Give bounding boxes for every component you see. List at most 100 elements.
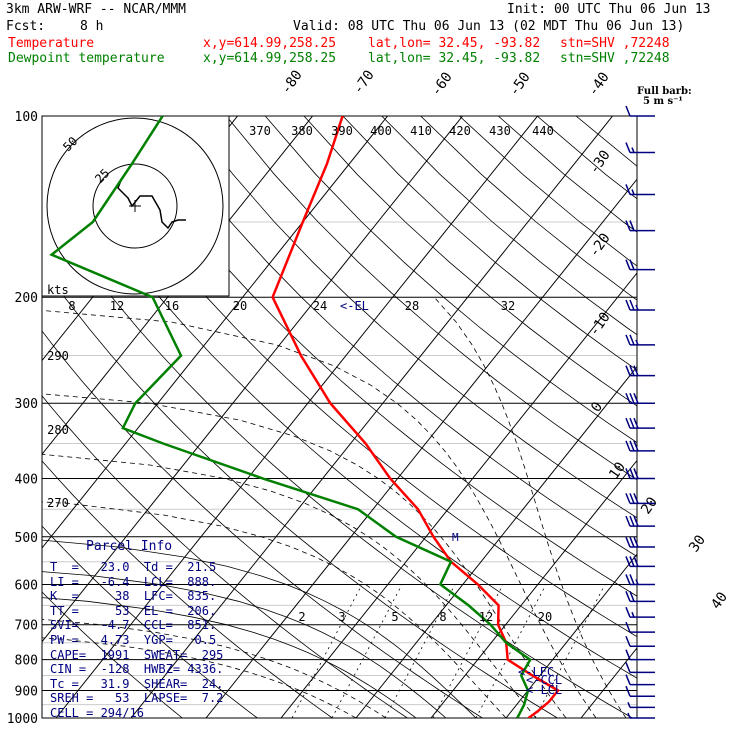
- parcel-row: TT = 53 EL = 206.: [50, 604, 216, 619]
- dry-adiabat: [42, 525, 258, 718]
- speed-tick-label: 32: [501, 299, 515, 313]
- wind-barb-flag: [629, 259, 635, 270]
- dry-adiabat: [42, 265, 558, 718]
- dewpoint-legend-latlon: lat,lon= 32.45, -93.82: [368, 52, 540, 65]
- skew-t-grid: [0, 116, 740, 718]
- dry-adiabat: [42, 330, 483, 718]
- moist-adiabat: [42, 393, 567, 718]
- temperature-legend-latlon: lat,lon= 32.45, -93.82: [368, 37, 540, 50]
- isotherm-label: -10: [586, 309, 614, 339]
- parcel-row: K = 38 LFC= 835.: [50, 589, 216, 604]
- wind-barb-flag: [625, 184, 631, 195]
- wind-barb-flag: [629, 556, 635, 567]
- wind-barb-flag: [629, 392, 635, 404]
- valid-time: Valid: 08 UTC Thu 06 Jun 13 (02 MDT Thu …: [293, 20, 684, 33]
- el-annotation: <-EL: [340, 299, 369, 313]
- wind-barb-half: [635, 304, 639, 311]
- theta-label: 400: [370, 124, 392, 138]
- mixing-ratio-label: 5: [391, 610, 398, 624]
- speed-tick-label: 16: [165, 299, 179, 313]
- hodograph-trace: [117, 177, 186, 230]
- wind-barb: [625, 621, 655, 633]
- theta-label: 380: [291, 124, 313, 138]
- isotherm: [42, 116, 313, 456]
- isotherm-label: -50: [506, 69, 534, 99]
- parcel-row: T = 23.0 Td = 21.5: [50, 560, 216, 575]
- isotherm: [42, 116, 388, 549]
- parcel-row: CAPE= 1991 SWEAT= 295: [50, 648, 223, 663]
- wind-barb: [625, 591, 655, 603]
- wind-barb-flag: [629, 468, 635, 479]
- ccl-annotation: <-CCL: [526, 673, 562, 687]
- pressure-label: 300: [15, 397, 38, 412]
- dry-adiabat: [498, 116, 637, 233]
- temperature-legend-station: stn=SHV ,72248: [560, 37, 670, 50]
- wind-barb: [625, 574, 655, 586]
- mixing-ratio-label: 3: [338, 610, 345, 624]
- dry-adiabat: [225, 116, 637, 481]
- isotherm: [0, 116, 13, 718]
- wind-barb: [625, 220, 655, 232]
- theta-label: 430: [489, 124, 511, 138]
- isotherm-label: -70: [350, 67, 378, 97]
- wind-barb-flag: [629, 299, 635, 311]
- wind-barb-flag: [633, 365, 639, 376]
- dewpoint-legend-label: Dewpoint temperature: [8, 52, 165, 65]
- dry-adiabat: [42, 198, 633, 718]
- wind-barb: [625, 635, 655, 647]
- speed-tick-label: 12: [110, 299, 124, 313]
- isotherm-label: -40: [585, 69, 613, 99]
- pressure-label: 200: [15, 291, 38, 306]
- isotherm: [731, 116, 740, 718]
- hodograph-ring: [92, 163, 178, 249]
- theta-label-left: 270: [47, 496, 69, 510]
- mixing-ratio-line: [291, 584, 363, 718]
- wind-barb-flag: [625, 220, 631, 231]
- wind-barb: [625, 105, 655, 117]
- mixing-ratio-line: [331, 584, 403, 718]
- wind-barb-flag: [625, 440, 631, 452]
- dry-adiabat: [264, 116, 637, 444]
- moist-adiabat: [42, 453, 537, 718]
- dry-adiabat: [148, 116, 637, 557]
- dry-adiabat: [42, 591, 183, 718]
- wind-barb-flag: [629, 591, 635, 602]
- wind-barb-half: [635, 339, 639, 346]
- mixing-ratio-label: 12: [479, 610, 493, 624]
- wind-barb-flag: [629, 220, 635, 231]
- hodograph-ring: [46, 117, 224, 295]
- theta-label: 370: [249, 124, 271, 138]
- wind-barb: [625, 649, 655, 661]
- isotherm: [55, 116, 538, 718]
- isotherm: [280, 272, 637, 718]
- theta-label: 440: [532, 124, 554, 138]
- isotherm-label: -60: [428, 69, 456, 99]
- wind-barb: [625, 606, 655, 618]
- isotherm: [430, 459, 637, 718]
- isotherm-label: 40: [708, 589, 731, 612]
- wind-barb-flag: [625, 299, 631, 311]
- parcel-row: SREH = 53 LAPSE= 7.2: [50, 691, 223, 706]
- wind-barb-flag: [625, 649, 631, 660]
- wind-barb-flag: [629, 574, 635, 585]
- temperature-legend-label: Temperature: [8, 37, 94, 50]
- moist-adiabat: [42, 501, 507, 718]
- wind-barb-flag: [625, 417, 631, 429]
- mixing-ratio-line: [432, 584, 504, 718]
- isotherm-label: 0: [588, 399, 606, 415]
- wind-barb-flag: [629, 515, 635, 527]
- wind-barb-flag: [633, 536, 639, 548]
- wind-barb: [625, 440, 655, 452]
- moist-adiabat: [42, 310, 597, 718]
- wind-barb-flag: [625, 536, 631, 548]
- wind-barb-half: [627, 712, 631, 719]
- isotherm: [130, 116, 613, 718]
- sounding-marker: M: [452, 531, 459, 544]
- wind-barb-half: [631, 189, 635, 195]
- dry-adiabat: [342, 116, 637, 371]
- mixing-ratio-label: 20: [538, 610, 552, 624]
- speed-tick-label: 8: [68, 299, 75, 313]
- dry-adiabat: [536, 116, 637, 200]
- wind-barb-flag: [633, 417, 639, 429]
